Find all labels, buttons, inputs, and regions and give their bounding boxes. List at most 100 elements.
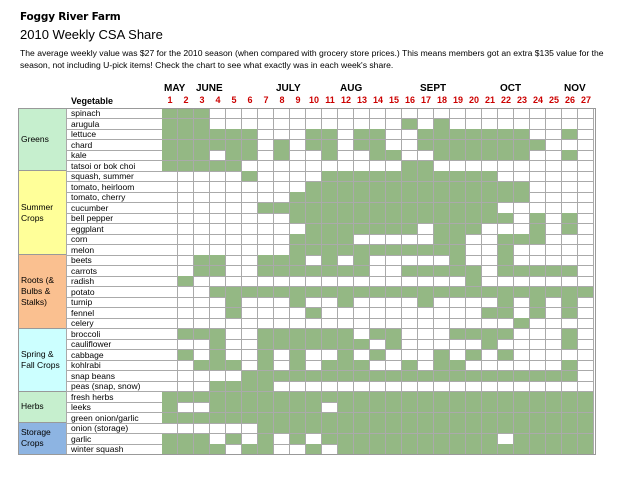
share-cell-empty (194, 318, 210, 329)
share-cell-included (514, 192, 530, 203)
share-cell-included (354, 171, 370, 182)
share-cell-empty (242, 160, 258, 172)
share-cell-included (530, 223, 546, 235)
share-cell-included (546, 265, 562, 277)
share-cell-included (578, 286, 594, 298)
share-cell-empty (210, 171, 226, 182)
share-cell-included (354, 192, 370, 203)
share-cell-empty (306, 276, 322, 287)
share-cell-included (226, 402, 242, 413)
share-cell-included (434, 171, 450, 182)
share-cell-included (546, 286, 562, 298)
share-cell-empty (306, 318, 322, 329)
share-cell-empty (578, 139, 594, 151)
share-cell-included (258, 349, 274, 361)
share-cell-empty (578, 223, 594, 235)
share-cell-included (466, 181, 482, 193)
share-cell-empty (210, 108, 226, 119)
share-cell-included (498, 192, 514, 203)
share-cell-included (290, 213, 306, 224)
share-cell-empty (258, 129, 274, 140)
share-cell-empty (514, 297, 530, 308)
share-cell-included (546, 391, 562, 403)
share-cell-empty (562, 244, 578, 256)
share-cell-empty (450, 339, 466, 350)
share-cell-included (210, 444, 226, 455)
share-cell-included (258, 286, 274, 298)
share-cell-empty (546, 181, 562, 193)
share-cell-included (562, 129, 578, 140)
share-cell-empty (498, 202, 514, 214)
share-cell-included (178, 349, 194, 361)
share-cell-empty (562, 349, 578, 361)
share-cell-empty (242, 318, 258, 329)
share-cell-included (418, 423, 434, 434)
share-cell-empty (338, 255, 354, 266)
share-cell-included (434, 391, 450, 403)
share-cell-empty (210, 307, 226, 319)
share-cell-empty (210, 234, 226, 245)
week-number: 24 (532, 95, 543, 105)
share-cell-empty (562, 139, 578, 151)
share-cell-included (434, 349, 450, 361)
share-cell-included (434, 444, 450, 455)
share-cell-included (210, 139, 226, 151)
share-cell-empty (578, 244, 594, 256)
share-cell-included (386, 202, 402, 214)
share-cell-empty (306, 433, 322, 445)
share-cell-empty (578, 150, 594, 161)
share-cell-included (354, 433, 370, 445)
share-cell-empty (418, 276, 434, 287)
share-cell-empty (386, 129, 402, 140)
share-cell-empty (450, 160, 466, 172)
share-cell-included (274, 370, 290, 382)
share-cell-empty (162, 360, 178, 371)
share-cell-included (354, 202, 370, 214)
share-cell-empty (258, 297, 274, 308)
share-cell-included (354, 181, 370, 193)
share-cell-included (322, 265, 338, 277)
share-cell-included (434, 223, 450, 235)
share-cell-included (370, 202, 386, 214)
share-cell-empty (322, 108, 338, 119)
share-cell-empty (402, 297, 418, 308)
share-cell-empty (386, 160, 402, 172)
share-cell-empty (178, 213, 194, 224)
share-cell-included (498, 234, 514, 245)
share-cell-included (578, 444, 594, 455)
share-cell-empty (258, 244, 274, 256)
share-cell-empty (290, 307, 306, 319)
share-cell-included (450, 412, 466, 424)
share-cell-empty (578, 234, 594, 245)
share-cell-empty (370, 265, 386, 277)
vegetable-label: onion (storage) (66, 423, 162, 434)
share-cell-empty (210, 370, 226, 382)
vegetable-label: squash, summer (66, 171, 162, 182)
share-cell-empty (514, 108, 530, 119)
share-cell-included (322, 370, 338, 382)
share-cell-empty (258, 223, 274, 235)
vegetable-label: radish (66, 276, 162, 287)
share-cell-included (434, 129, 450, 140)
share-cell-included (450, 171, 466, 182)
share-cell-empty (210, 202, 226, 214)
share-cell-included (258, 433, 274, 445)
share-cell-empty (546, 244, 562, 256)
vegetable-label: turnip (66, 297, 162, 308)
share-cell-included (338, 192, 354, 203)
share-description: The average weekly value was $27 for the… (20, 48, 604, 70)
share-cell-empty (530, 255, 546, 266)
share-cell-empty (386, 139, 402, 151)
share-cell-included (306, 234, 322, 245)
share-cell-empty (386, 307, 402, 319)
share-cell-included (322, 139, 338, 151)
week-number: 15 (388, 95, 399, 105)
share-cell-empty (402, 108, 418, 119)
vegetable-label: kale (66, 150, 162, 161)
share-cell-empty (402, 276, 418, 287)
share-cell-included (306, 213, 322, 224)
share-cell-included (290, 360, 306, 371)
share-cell-empty (322, 160, 338, 172)
share-cell-included (370, 223, 386, 235)
share-cell-included (578, 423, 594, 434)
